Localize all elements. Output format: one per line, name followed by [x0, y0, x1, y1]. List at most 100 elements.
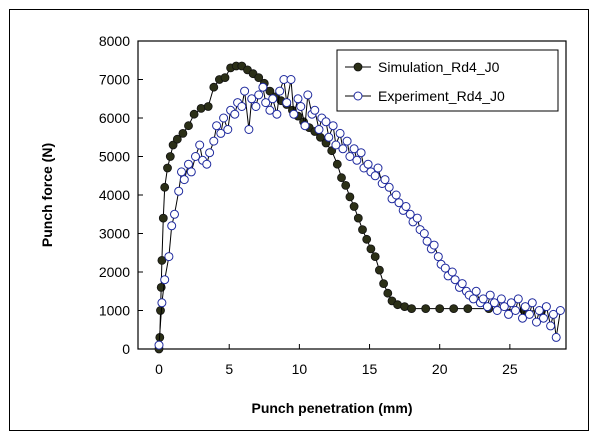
data-point [240, 86, 250, 96]
data-point [174, 186, 184, 196]
data-point [203, 102, 213, 111]
data-point [541, 302, 551, 312]
data-point [237, 102, 247, 111]
x-tick-label: 15 [362, 361, 378, 377]
data-point [394, 198, 404, 208]
y-tick-label: 0 [122, 341, 130, 357]
data-point [478, 294, 488, 304]
data-point [265, 105, 275, 115]
data-point [275, 86, 285, 96]
x-tick-label: 20 [432, 361, 448, 377]
x-tick-label: 5 [225, 361, 233, 377]
data-point [335, 128, 345, 138]
data-point [172, 134, 182, 144]
data-point [383, 288, 393, 298]
data-point [268, 94, 278, 104]
data-point [356, 148, 366, 158]
data-point [328, 121, 338, 131]
data-point [548, 309, 558, 319]
data-point [422, 236, 432, 246]
data-point [258, 82, 268, 92]
data-point [156, 306, 165, 315]
data-point [511, 306, 520, 315]
data-point [216, 128, 226, 138]
data-point [303, 90, 313, 100]
data-point [160, 182, 170, 192]
y-tick-label: 7000 [99, 72, 130, 88]
data-point [209, 136, 219, 146]
data-point [379, 279, 389, 289]
data-point [219, 113, 229, 123]
data-point [223, 125, 233, 134]
legend-box [336, 49, 559, 112]
data-point [518, 313, 527, 323]
data-point [457, 279, 467, 289]
x-axis-label: Punch penetration (mm) [251, 400, 412, 416]
data-point [158, 213, 168, 223]
data-point [496, 294, 506, 304]
data-point [265, 86, 275, 96]
y-tick-label: 8000 [99, 33, 130, 49]
data-point [534, 306, 544, 315]
data-point [261, 98, 271, 108]
data-point [338, 144, 348, 154]
data-point [191, 152, 200, 161]
data-point [485, 290, 495, 300]
data-point [546, 321, 556, 331]
data-point [157, 255, 167, 265]
data-point [352, 155, 362, 165]
y-tick-label: 2000 [99, 264, 130, 280]
data-point [293, 94, 303, 104]
data-point [499, 302, 509, 312]
data-point [314, 125, 324, 134]
data-point [520, 302, 530, 312]
data-point [349, 202, 359, 211]
data-point [349, 144, 359, 154]
data-point [366, 244, 376, 254]
data-point [363, 159, 373, 169]
data-point [300, 121, 310, 131]
x-tick-label: 0 [155, 361, 163, 377]
data-point [358, 225, 367, 235]
y-axis-ticks: 0 1000 2000 3000 4000 5000 6000 7000 8000 [99, 33, 143, 357]
data-point [296, 102, 306, 111]
data-point [205, 148, 215, 158]
data-point [337, 173, 346, 183]
data-point [380, 175, 390, 185]
data-point [254, 73, 264, 82]
data-point [251, 102, 261, 111]
y-tick-label: 1000 [99, 303, 130, 319]
data-point [244, 125, 254, 134]
data-point [391, 190, 401, 200]
legend-label-simulation: Simulation_Rd4_J0 [378, 59, 500, 75]
data-point [401, 202, 411, 211]
data-point [513, 294, 523, 304]
y-tick-label: 5000 [99, 149, 130, 165]
series-layer [154, 61, 565, 354]
data-point [506, 298, 516, 308]
data-point [362, 234, 372, 244]
data-point [272, 109, 282, 119]
data-point [373, 163, 383, 173]
data-point [374, 265, 384, 275]
data-point [212, 121, 222, 131]
data-point [209, 82, 219, 92]
data-point [482, 302, 492, 312]
data-point [189, 109, 199, 119]
data-point [440, 263, 450, 273]
data-point [468, 294, 478, 304]
data-point [202, 159, 212, 169]
data-point [186, 167, 196, 177]
data-point [179, 175, 189, 185]
data-point [492, 306, 502, 315]
data-point [525, 309, 534, 319]
data-point [463, 304, 473, 314]
data-point [345, 152, 355, 161]
data-point [419, 229, 429, 238]
data-point [341, 180, 351, 190]
y-tick-label: 6000 [99, 110, 130, 126]
data-point [551, 332, 561, 342]
data-point [429, 240, 439, 250]
